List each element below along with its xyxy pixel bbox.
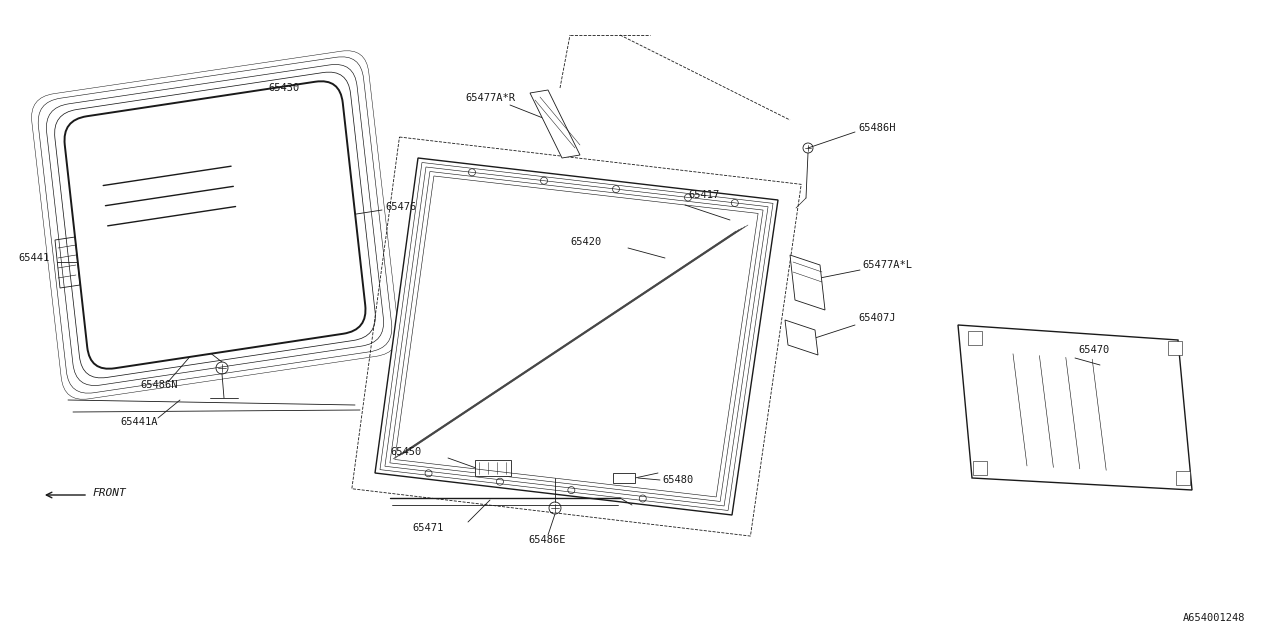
Text: 65471: 65471 (412, 523, 443, 533)
Polygon shape (790, 255, 826, 310)
Text: 65477A*R: 65477A*R (465, 93, 515, 103)
Text: 65441A: 65441A (120, 417, 157, 427)
Bar (1169, 341, 1181, 355)
Text: 65470: 65470 (1078, 345, 1110, 355)
Text: 65486N: 65486N (140, 380, 178, 390)
Polygon shape (530, 90, 580, 158)
Polygon shape (375, 158, 778, 515)
Text: 65420: 65420 (570, 237, 602, 247)
Text: 65480: 65480 (662, 475, 694, 485)
Bar (475, 460, 511, 476)
Text: 65486H: 65486H (858, 123, 896, 133)
Text: 65441: 65441 (18, 253, 49, 263)
Text: 65430: 65430 (268, 83, 300, 93)
Text: A654001248: A654001248 (1183, 613, 1245, 623)
Bar (973, 461, 987, 475)
Bar (1176, 471, 1190, 485)
Text: 65476: 65476 (385, 202, 416, 212)
Text: 65417: 65417 (689, 190, 719, 200)
Text: 65477A*L: 65477A*L (861, 260, 913, 270)
Bar (968, 331, 982, 345)
Text: 65450: 65450 (390, 447, 421, 457)
Polygon shape (957, 325, 1192, 490)
Polygon shape (785, 320, 818, 355)
Bar (613, 473, 635, 483)
Text: 65486E: 65486E (529, 535, 566, 545)
Text: 65407J: 65407J (858, 313, 896, 323)
Text: FRONT: FRONT (92, 488, 125, 498)
PathPatch shape (64, 81, 366, 369)
